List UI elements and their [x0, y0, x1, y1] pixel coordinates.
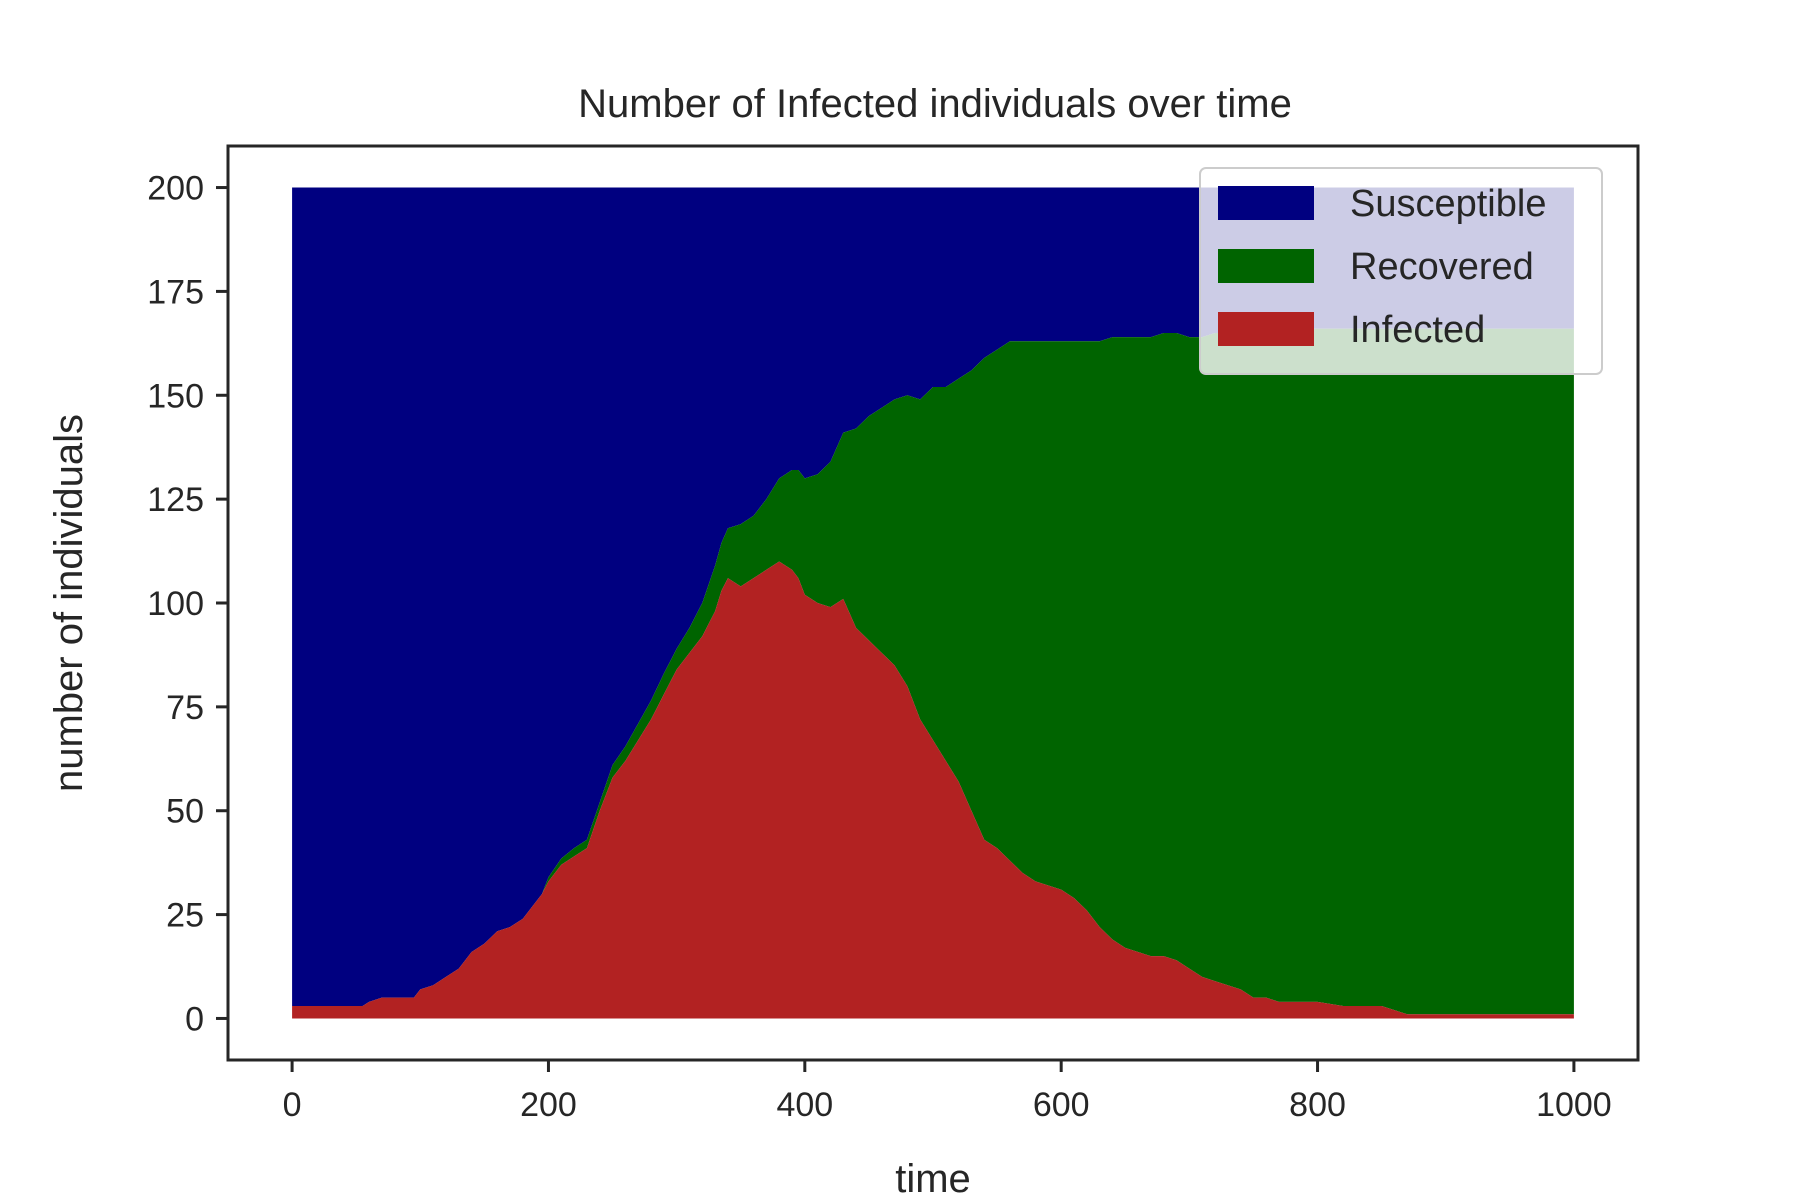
legend-label: Susceptible	[1350, 183, 1546, 225]
x-tick-label: 800	[1289, 1086, 1346, 1124]
y-tick-label: 50	[166, 793, 204, 831]
susceptible-area	[292, 187, 1574, 1006]
y-axis-label: number of individuals	[47, 414, 91, 792]
x-tick-label: 1000	[1536, 1086, 1612, 1124]
y-tick-label: 0	[185, 1000, 204, 1038]
legend-label: Infected	[1350, 309, 1485, 351]
y-tick-label: 100	[147, 585, 204, 623]
legend-label: Recovered	[1350, 246, 1534, 288]
y-tick-label: 125	[147, 481, 204, 519]
chart-title: Number of Infected individuals over time	[578, 82, 1292, 126]
y-tick-label: 75	[166, 689, 204, 727]
x-tick-label: 600	[1033, 1086, 1090, 1124]
y-axis-ticks: 0 25 50 75 100 125 150 175 200	[147, 170, 228, 1038]
x-tick-label: 0	[283, 1086, 302, 1124]
x-axis-ticks: 0 200 400 600 800 1000	[283, 1060, 1612, 1124]
recovered-area	[292, 328, 1574, 1015]
y-tick-label: 175	[147, 273, 204, 311]
legend-swatch	[1218, 249, 1314, 283]
x-tick-label: 400	[776, 1086, 833, 1124]
legend-swatch	[1218, 186, 1314, 220]
infected-area	[292, 561, 1574, 1019]
x-tick-label: 200	[520, 1086, 577, 1124]
y-tick-label: 150	[147, 377, 204, 415]
legend-swatch	[1218, 312, 1314, 346]
legend: Susceptible Recovered Infected	[1199, 167, 1603, 375]
x-axis-label: time	[895, 1157, 971, 1200]
y-tick-label: 25	[166, 897, 204, 935]
plot-area	[292, 187, 1574, 1019]
y-tick-label: 200	[147, 170, 204, 208]
